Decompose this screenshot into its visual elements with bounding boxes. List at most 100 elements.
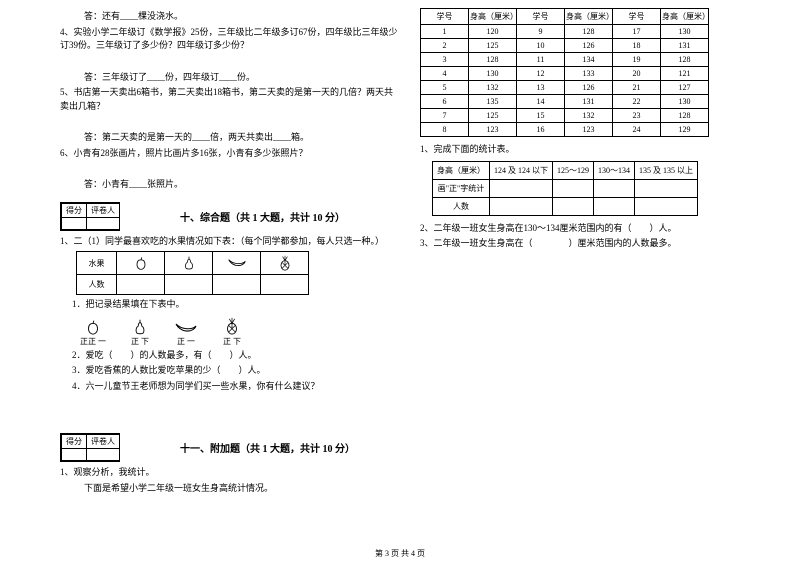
summary-table: 身高（厘米） 124 及 124 以下 125～129 130～134 135 …	[432, 161, 698, 216]
q6-text: 6、小青有28张画片，照片比画片多16张，小青有多少张照片？	[60, 147, 400, 161]
table-cell: 18	[613, 39, 661, 53]
score-blank[interactable]	[62, 217, 87, 229]
fruit-banana-icon	[213, 252, 261, 275]
table-cell: 126	[565, 81, 613, 95]
tally-3: 正 一	[174, 336, 198, 347]
table-cell: 24	[613, 123, 661, 137]
q5-answer: 答：第二天卖的是第一天的____倍，两天共卖出____箱。	[60, 131, 400, 145]
table-cell: 3	[421, 53, 469, 67]
score-blank-11[interactable]	[62, 449, 87, 461]
th-id-3: 学号	[613, 9, 661, 25]
st-tally-label: 画"正"字统计	[433, 179, 490, 197]
table-cell: 121	[661, 67, 709, 81]
table-cell: 131	[565, 95, 613, 109]
fruit-table: 水果 人数	[76, 251, 309, 295]
th-h-1: 身高（厘米）	[469, 9, 517, 25]
tally-1: 正正 一	[80, 336, 106, 347]
score-box-10: 得分评卷人	[60, 202, 120, 231]
st-count-3[interactable]	[594, 197, 635, 215]
st-tally-1[interactable]	[490, 179, 553, 197]
comp-q1: 1、二（1）同学最喜欢吃的水果情况如下表：（每个同学都参加，每人只选一种。）	[60, 235, 400, 249]
comp-q1-3: 3．爱吃香蕉的人数比爱吃苹果的少（ ）人。	[60, 364, 400, 378]
table-cell: 17	[613, 25, 661, 39]
table-cell: 23	[613, 109, 661, 123]
table-cell: 120	[469, 25, 517, 39]
table-cell: 130	[469, 67, 517, 81]
table-cell: 16	[517, 123, 565, 137]
grader-blank[interactable]	[87, 217, 120, 229]
table-cell: 14	[517, 95, 565, 109]
table-cell: 15	[517, 109, 565, 123]
table-cell: 123	[565, 123, 613, 137]
table-cell: 125	[469, 39, 517, 53]
table-cell: 11	[517, 53, 565, 67]
score-label-11: 得分	[62, 435, 87, 449]
table-cell: 123	[469, 123, 517, 137]
st-height-label: 身高（厘米）	[433, 161, 490, 179]
tally-4: 正 下	[223, 336, 241, 347]
grader-label-11: 评卷人	[87, 435, 120, 449]
score-label: 得分	[62, 203, 87, 217]
fruit-pineapple-icon	[261, 252, 309, 275]
st-tally-3[interactable]	[594, 179, 635, 197]
table-cell: 6	[421, 95, 469, 109]
table-cell: 129	[661, 123, 709, 137]
addon-q1: 1、观察分析，我统计。	[60, 466, 400, 480]
st-tally-2[interactable]	[553, 179, 594, 197]
addon-q1-sub: 下面是希望小学二年级一班女生身高统计情况。	[60, 482, 400, 496]
count-cell-4[interactable]	[261, 275, 309, 295]
grader-blank-11[interactable]	[87, 449, 120, 461]
table-cell: 13	[517, 81, 565, 95]
table-cell: 7	[421, 109, 469, 123]
table-cell: 126	[565, 39, 613, 53]
table-cell: 128	[661, 53, 709, 67]
st-c4: 135 及 135 以上	[635, 161, 698, 179]
count-cell-2[interactable]	[165, 275, 213, 295]
table-cell: 2	[421, 39, 469, 53]
table-cell: 130	[661, 95, 709, 109]
tally-row: 正正 一 正 下 正 一 正 下	[80, 316, 400, 347]
st-count-2[interactable]	[553, 197, 594, 215]
q5-text: 5、书店第一天卖出6箱书，第二天卖出18箱书，第二天卖的是第一天的几倍？两天共卖…	[60, 86, 400, 113]
th-h-2: 身高（厘米）	[565, 9, 613, 25]
section-10-title: 十、综合题（共 1 大题，共计 10 分）	[180, 209, 345, 224]
table-cell: 128	[565, 25, 613, 39]
table-cell: 131	[661, 39, 709, 53]
table-cell: 12	[517, 67, 565, 81]
table-cell: 5	[421, 81, 469, 95]
section-11-head: 得分评卷人 十一、附加题（共 1 大题，共计 10 分）	[60, 433, 400, 462]
table-cell: 132	[565, 109, 613, 123]
table-cell: 130	[661, 25, 709, 39]
comp-q1-1: 1．把记录结果填在下表中。	[60, 298, 400, 312]
st-c3: 130～134	[594, 161, 635, 179]
table-cell: 132	[469, 81, 517, 95]
tally-pineapple-icon	[223, 316, 241, 336]
fruit-pear-icon	[165, 252, 213, 275]
table-cell: 20	[613, 67, 661, 81]
score-box-11: 得分评卷人	[60, 433, 120, 462]
q4-answer: 答：三年级订了____份，四年级订____份。	[60, 71, 400, 85]
count-header: 人数	[77, 275, 117, 295]
table-cell: 10	[517, 39, 565, 53]
st-tally-4[interactable]	[635, 179, 698, 197]
table-cell: 133	[565, 67, 613, 81]
table-cell: 21	[613, 81, 661, 95]
fruit-header: 水果	[77, 252, 117, 275]
st-count-1[interactable]	[490, 197, 553, 215]
th-id-1: 学号	[421, 9, 469, 25]
st-count-4[interactable]	[635, 197, 698, 215]
table-cell: 128	[469, 53, 517, 67]
table-cell: 125	[469, 109, 517, 123]
grader-label: 评卷人	[87, 203, 120, 217]
th-h-3: 身高（厘米）	[661, 9, 709, 25]
right-q2: 2、二年级一班女生身高在130～134厘米范围内的有（ ）人。	[420, 222, 760, 236]
table-cell: 127	[661, 81, 709, 95]
table-cell: 134	[565, 53, 613, 67]
comp-q1-2: 2．爱吃（ ）的人数最多，有（ ）人。	[60, 349, 400, 363]
st-c2: 125～129	[553, 161, 594, 179]
table-cell: 19	[613, 53, 661, 67]
page-footer: 第 3 页 共 4 页	[0, 548, 800, 559]
count-cell-3[interactable]	[213, 275, 261, 295]
count-cell-1[interactable]	[117, 275, 165, 295]
table-cell: 4	[421, 67, 469, 81]
